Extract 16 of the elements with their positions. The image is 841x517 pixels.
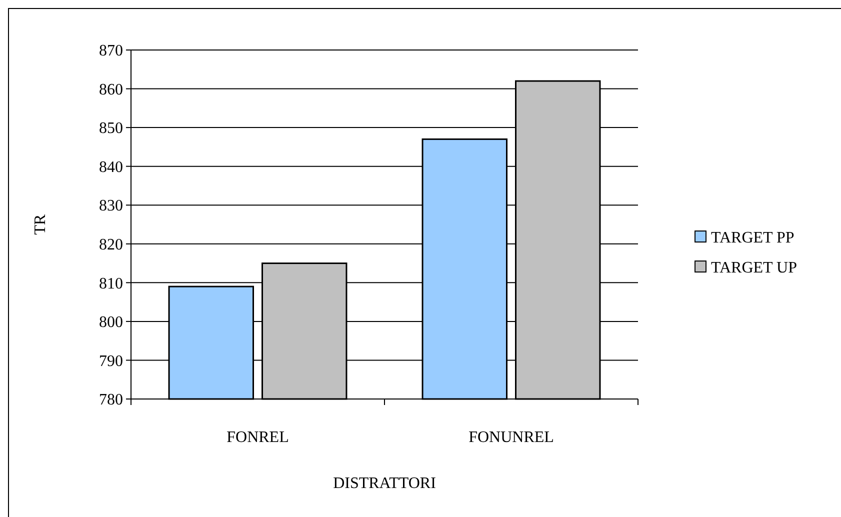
legend-label: TARGET UP <box>711 260 798 277</box>
legend-label: TARGET PP <box>711 230 794 247</box>
x-axis-title: DISTRATTORI <box>333 475 436 492</box>
y-tick-label: 850 <box>99 120 123 138</box>
y-tick-label: 840 <box>99 158 123 176</box>
x-tick-label: FONREL <box>226 429 289 446</box>
y-tick-label: 800 <box>99 314 123 332</box>
y-tick-label: 810 <box>99 275 123 292</box>
y-tick-label: 790 <box>99 352 123 370</box>
y-tick-label: 870 <box>99 42 123 60</box>
y-tick-label: 830 <box>99 198 123 215</box>
y-tick-label: 820 <box>99 236 123 254</box>
y-tick-label: 780 <box>99 392 123 409</box>
y-tick-label: 860 <box>99 81 123 98</box>
x-tick-label: FONUNREL <box>468 429 554 446</box>
y-axis-title: TR <box>32 214 49 235</box>
